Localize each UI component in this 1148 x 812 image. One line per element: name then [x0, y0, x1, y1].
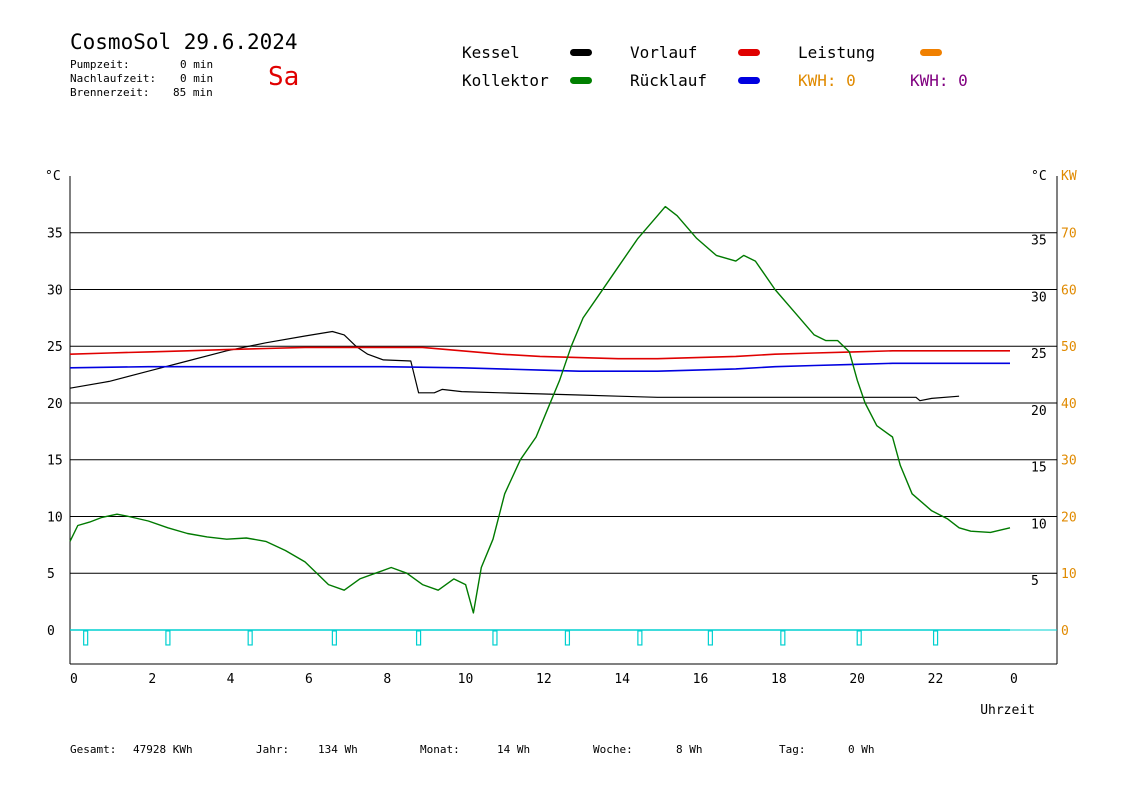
- pump-pulse-mark: [932, 630, 939, 646]
- footer-woche-label: Woche:: [593, 743, 633, 756]
- y-tick-label-kw: 70: [1061, 227, 1077, 242]
- pump-pulse-mark: [707, 630, 713, 646]
- legend-label-kollektor: Kollektor: [462, 71, 549, 90]
- footer-tag-label: Tag:: [779, 743, 806, 756]
- legend-kwh-orange: KWH: 0: [798, 71, 856, 90]
- legend-label-ruecklauf: Rücklauf: [630, 71, 708, 90]
- pump-pulse-mark: [637, 630, 643, 646]
- y-tick-label-kw: 20: [1061, 510, 1077, 525]
- x-tick-label: 0: [70, 672, 78, 687]
- x-tick-label: 18: [771, 672, 787, 687]
- y-axis-unit-kw: KW: [1061, 169, 1077, 184]
- footer-monat-label: Monat:: [420, 743, 460, 756]
- stat-label-brennerzeit: Brennerzeit:: [70, 86, 150, 99]
- y-tick-label-right: 15: [1031, 461, 1047, 476]
- pump-pulse-mark: [492, 630, 498, 646]
- legend-label-kessel: Kessel: [462, 43, 520, 62]
- legend-label-vorlauf: Vorlauf: [630, 43, 698, 62]
- footer-monat-value: 14 Wh: [497, 743, 531, 756]
- footer-gesamt-value: 47928 KWh: [133, 743, 193, 756]
- y-tick-label-left: 5: [47, 567, 55, 582]
- y-tick-label-left: 0: [47, 624, 55, 639]
- pump-pulse-mark: [247, 630, 253, 646]
- y-tick-label-kw: 10: [1061, 567, 1077, 582]
- y-tick-label-kw: 0: [1061, 624, 1069, 639]
- series-line-0: [69, 330, 960, 402]
- series-line-1: [69, 346, 1010, 360]
- x-tick-label: 10: [458, 672, 474, 687]
- stat-value-nachlaufzeit: 0 min: [180, 72, 214, 85]
- y-tick-label-right: 30: [1031, 290, 1047, 305]
- x-tick-label: 0: [1010, 672, 1018, 687]
- stat-label-nachlaufzeit: Nachlaufzeit:: [70, 72, 157, 85]
- y-tick-label-left: 30: [47, 283, 63, 298]
- legend-swatch-kollektor: [570, 77, 592, 84]
- series-line-2: [69, 362, 1010, 372]
- legend-swatch-kessel: [570, 49, 592, 56]
- y-tick-label-left: 20: [47, 397, 63, 412]
- y-tick-label-kw: 60: [1061, 283, 1077, 298]
- y-tick-label-right: 35: [1031, 234, 1047, 249]
- stat-value-pumpzeit: 0 min: [180, 58, 214, 71]
- x-tick-label: 16: [693, 672, 709, 687]
- y-tick-label-left: 10: [47, 510, 63, 525]
- day-name: Sa: [268, 62, 300, 92]
- x-tick-label: 22: [928, 672, 944, 687]
- y-axis-unit-left: °C: [45, 169, 61, 184]
- pump-pulse-mark: [780, 630, 786, 646]
- x-tick-label: 2: [148, 672, 156, 687]
- y-tick-label-kw: 50: [1061, 340, 1077, 355]
- pump-pulse-mark: [415, 630, 422, 646]
- pump-pulse-mark: [564, 630, 571, 646]
- pump-pulse-mark: [331, 630, 337, 646]
- x-axis-label: Uhrzeit: [980, 703, 1035, 718]
- pump-pulse-mark: [165, 630, 171, 646]
- y-tick-label-kw: 40: [1061, 397, 1077, 412]
- x-tick-label: 8: [383, 672, 391, 687]
- y-tick-label-left: 35: [47, 227, 63, 242]
- y-tick-label-kw: 30: [1061, 454, 1077, 469]
- legend-label-leistung: Leistung: [798, 43, 876, 62]
- y-tick-label-right: 25: [1031, 347, 1047, 362]
- legend-swatch-leistung: [920, 49, 942, 56]
- y-tick-label-right: 5: [1031, 574, 1039, 589]
- y-tick-label-right: 10: [1031, 517, 1047, 532]
- pump-pulse-mark: [856, 630, 862, 646]
- legend-swatch-vorlauf: [738, 49, 760, 56]
- legend-swatch-ruecklauf: [738, 77, 760, 84]
- stat-value-brennerzeit: 85 min: [173, 86, 213, 99]
- footer-woche-value: 8 Wh: [676, 743, 703, 756]
- x-tick-label: 14: [614, 672, 630, 687]
- y-tick-label-left: 15: [47, 454, 63, 469]
- y-axis-unit-right: °C: [1031, 169, 1047, 184]
- x-tick-label: 20: [849, 672, 865, 687]
- x-tick-label: 4: [227, 672, 235, 687]
- legend-kwh-purple: KWH: 0: [910, 71, 968, 90]
- y-tick-label-left: 25: [47, 340, 63, 355]
- footer-jahr-label: Jahr:: [256, 743, 290, 756]
- pump-pulse-mark: [83, 630, 89, 646]
- x-tick-label: 12: [536, 672, 552, 687]
- footer-tag-value: 0 Wh: [848, 743, 875, 756]
- footer-jahr-value: 134 Wh: [318, 743, 358, 756]
- series-line-3: [69, 205, 1011, 614]
- x-tick-label: 6: [305, 672, 313, 687]
- y-tick-label-right: 20: [1031, 404, 1047, 419]
- page-title: CosmoSol 29.6.2024: [70, 30, 298, 54]
- stat-label-pumpzeit: Pumpzeit:: [70, 58, 130, 71]
- footer-gesamt-label: Gesamt:: [70, 743, 117, 756]
